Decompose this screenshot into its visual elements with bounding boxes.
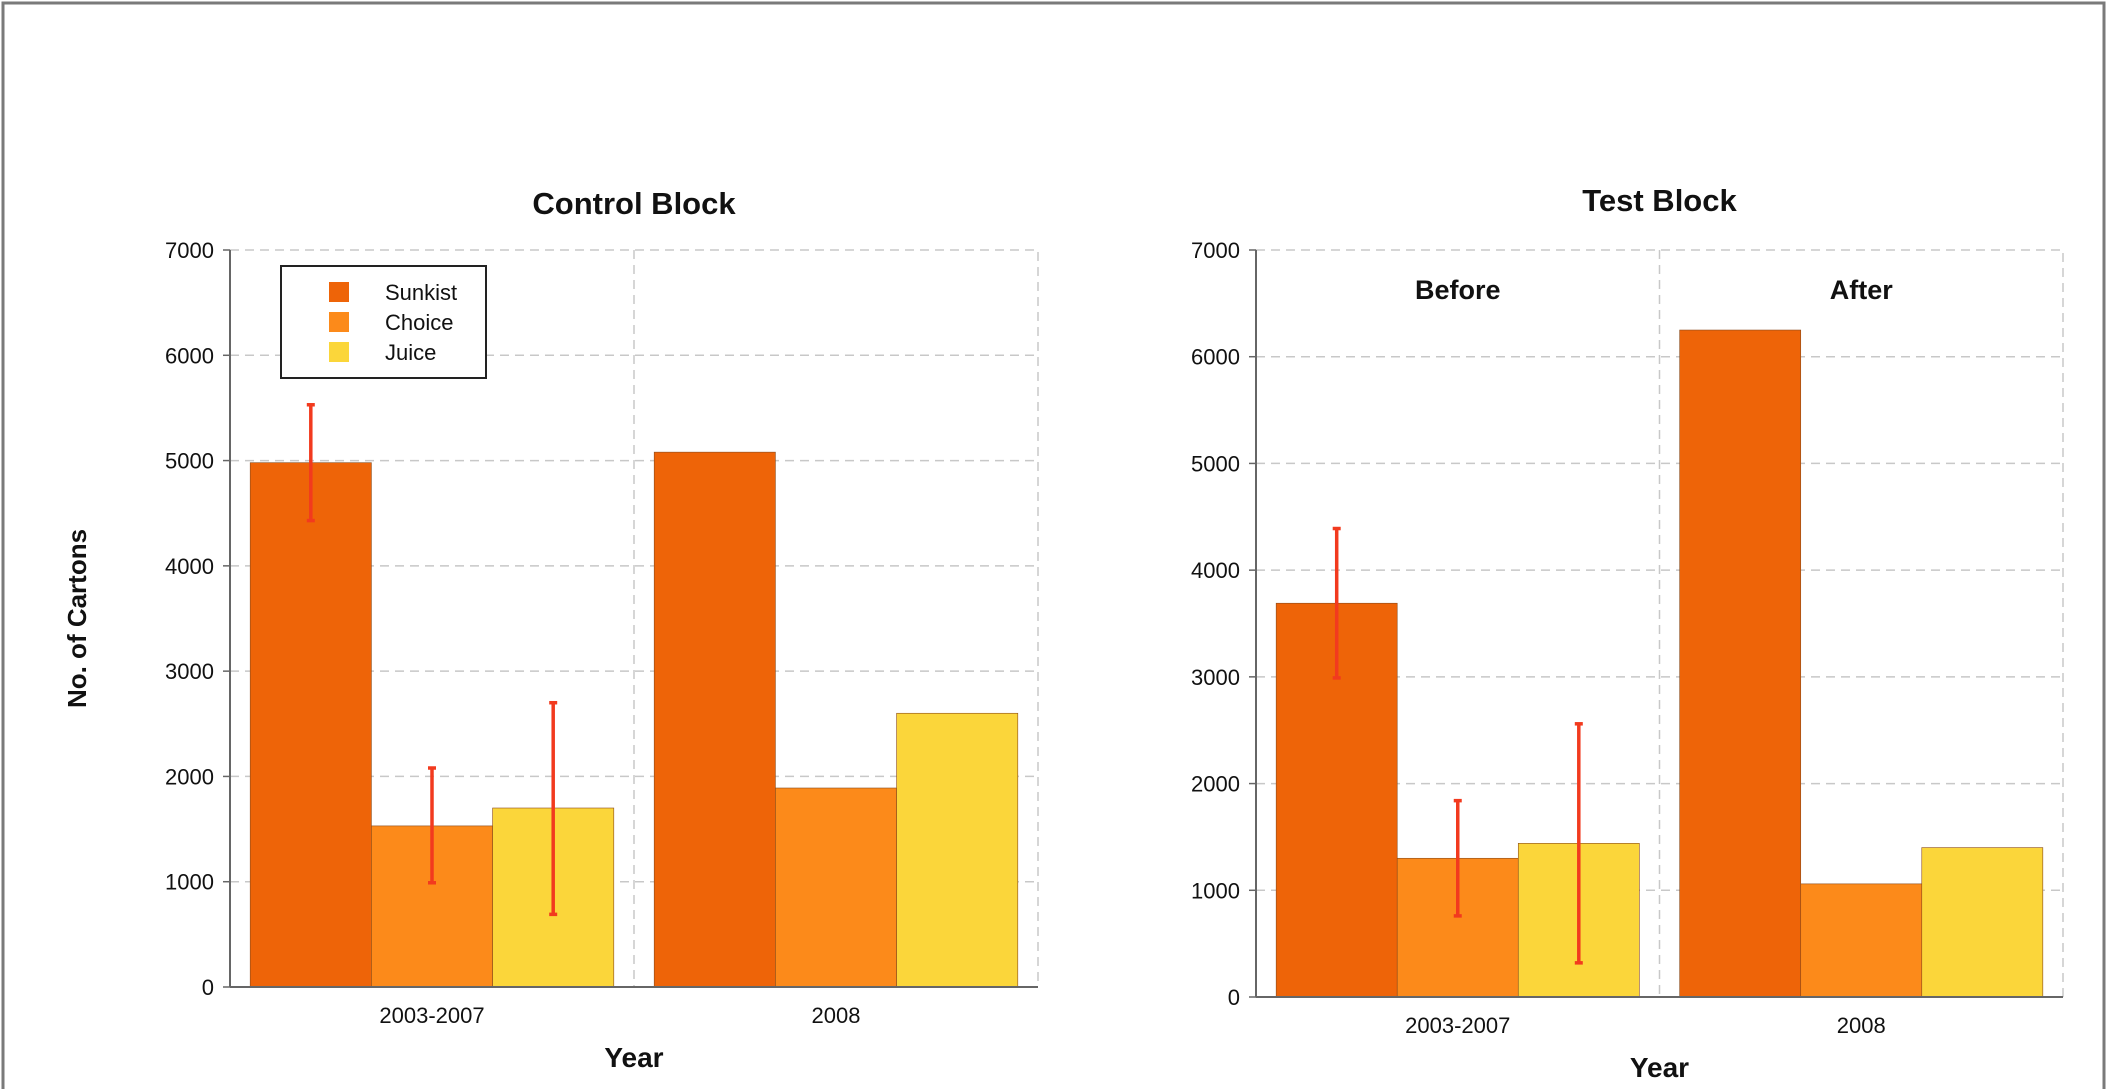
y-tick-label: 6000: [1191, 345, 1240, 370]
section-label: Before: [1415, 275, 1501, 305]
y-tick-label: 6000: [165, 343, 214, 368]
x-tick-label: 2003-2007: [1405, 1013, 1510, 1038]
y-tick-label: 7000: [1191, 238, 1240, 263]
y-axis-label: No. of Cartons: [62, 529, 92, 708]
y-tick-label: 1000: [165, 870, 214, 895]
bar-sunkist-1: [1679, 329, 1802, 998]
bar-choice-1: [775, 787, 897, 988]
y-tick-label: 2000: [1191, 772, 1240, 797]
x-axis-label: Year: [1630, 1052, 1689, 1083]
legend-label: Choice: [385, 310, 453, 335]
y-tick-label: 0: [202, 975, 214, 1000]
bar-sunkist-0: [249, 462, 372, 988]
y-tick-label: 4000: [1191, 558, 1240, 583]
y-tick-label: 2000: [165, 764, 214, 789]
bar-sunkist-1: [653, 451, 776, 988]
y-tick-label: 5000: [165, 449, 214, 474]
x-axis-label: Year: [604, 1042, 663, 1073]
bar-juice-1: [896, 712, 1019, 988]
legend-box: [280, 265, 487, 379]
x-tick-label: 2008: [1837, 1013, 1886, 1038]
y-tick-label: 3000: [165, 659, 214, 684]
legend-swatch-sunkist: [329, 282, 349, 302]
legend: Sunkist Choice Juice: [280, 265, 487, 379]
chart-title: Test Block: [1582, 183, 1737, 218]
bar-juice-1: [1921, 847, 2044, 998]
chart-panel-1: 0 1000 2000 3000 4000 5000 6000 7000 2003-2007 20…: [1191, 183, 2064, 1083]
y-tick-label: 3000: [1191, 665, 1240, 690]
y-tick-label: 1000: [1191, 878, 1240, 903]
legend-label: Juice: [385, 340, 436, 365]
chart-title: Control Block: [532, 186, 736, 221]
legend-swatch-juice: [329, 342, 349, 362]
y-tick-label: 0: [1228, 985, 1240, 1010]
y-tick-label: 4000: [165, 554, 214, 579]
x-tick-label: 2003-2007: [379, 1003, 484, 1028]
bar-choice-1: [1800, 883, 1923, 998]
chart-panel-0: 0 1000 2000 3000 4000 5000 6000 7000 2003-2007 20…: [62, 186, 1039, 1073]
section-label: After: [1830, 275, 1893, 305]
y-tick-label: 5000: [1191, 451, 1240, 476]
legend-swatch-choice: [329, 312, 349, 332]
legend-label: Sunkist: [385, 280, 457, 305]
y-tick-label: 7000: [165, 238, 214, 263]
x-tick-label: 2008: [812, 1003, 861, 1028]
